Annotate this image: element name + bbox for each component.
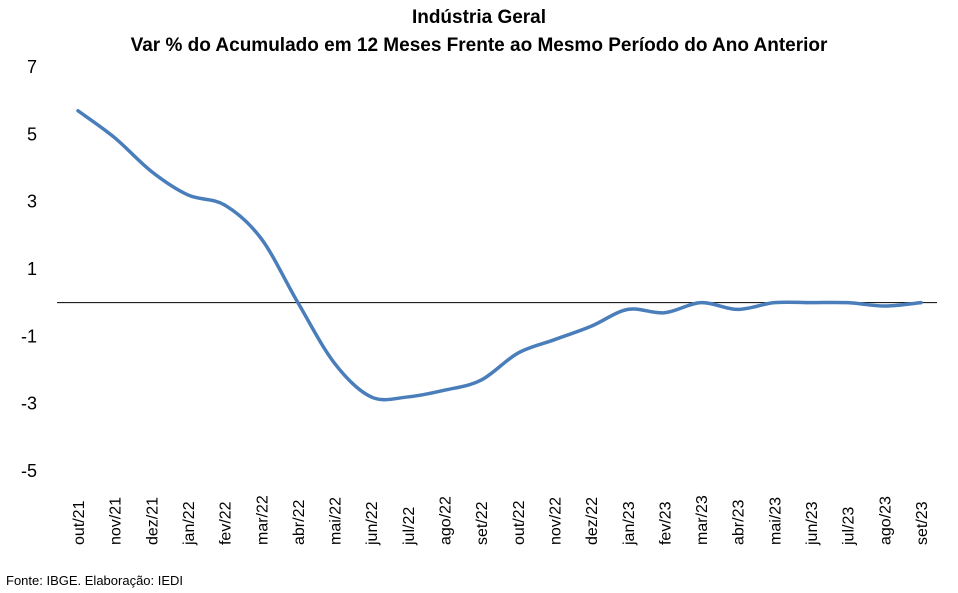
x-tick-label: dez/22: [584, 497, 601, 545]
x-tick-label: jun/23: [804, 501, 821, 546]
y-tick-label: -5: [21, 461, 37, 481]
x-tick-label: nov/22: [547, 497, 564, 545]
y-tick-label: -1: [21, 326, 37, 346]
x-tick-label: out/22: [511, 500, 528, 545]
y-tick-label: 7: [27, 57, 37, 77]
x-tick-label: jul/22: [401, 507, 418, 546]
x-tick-label: jul/23: [841, 507, 858, 546]
chart-subtitle: Var % do Acumulado em 12 Meses Frente ao…: [130, 35, 828, 56]
x-tick-label: set/23: [914, 501, 931, 545]
x-tick-label: nov/21: [108, 497, 125, 545]
y-tick-label: 3: [27, 192, 37, 212]
x-tick-label: set/22: [474, 501, 491, 545]
x-tick-label: jan/22: [181, 501, 198, 546]
y-tick-label: 5: [27, 124, 37, 144]
x-tick-label: fev/23: [657, 501, 674, 545]
x-tick-label: fev/22: [218, 501, 235, 545]
y-tick-label: -3: [21, 394, 37, 414]
chart-title: Indústria Geral: [411, 7, 547, 28]
x-tick-label: mai/22: [328, 497, 345, 545]
source-note: Fonte: IBGE. Elaboração: IEDI: [6, 573, 184, 588]
x-tick-label: abr/22: [291, 500, 308, 545]
x-tick-label: abr/23: [731, 500, 748, 545]
x-tick-label: mar/22: [254, 495, 271, 545]
x-tick-label: jun/22: [364, 501, 381, 546]
series-line: [76, 109, 923, 402]
x-tick-label: ago/23: [877, 496, 894, 545]
x-tick-label: out/21: [71, 500, 88, 545]
y-tick-label: 1: [27, 259, 37, 279]
x-tick-label: jan/23: [621, 501, 638, 546]
x-tick-label: mar/23: [694, 495, 711, 545]
x-tick-label: mai/23: [767, 497, 784, 545]
x-tick-label: ago/22: [438, 496, 455, 545]
x-tick-label: dez/21: [144, 497, 161, 545]
